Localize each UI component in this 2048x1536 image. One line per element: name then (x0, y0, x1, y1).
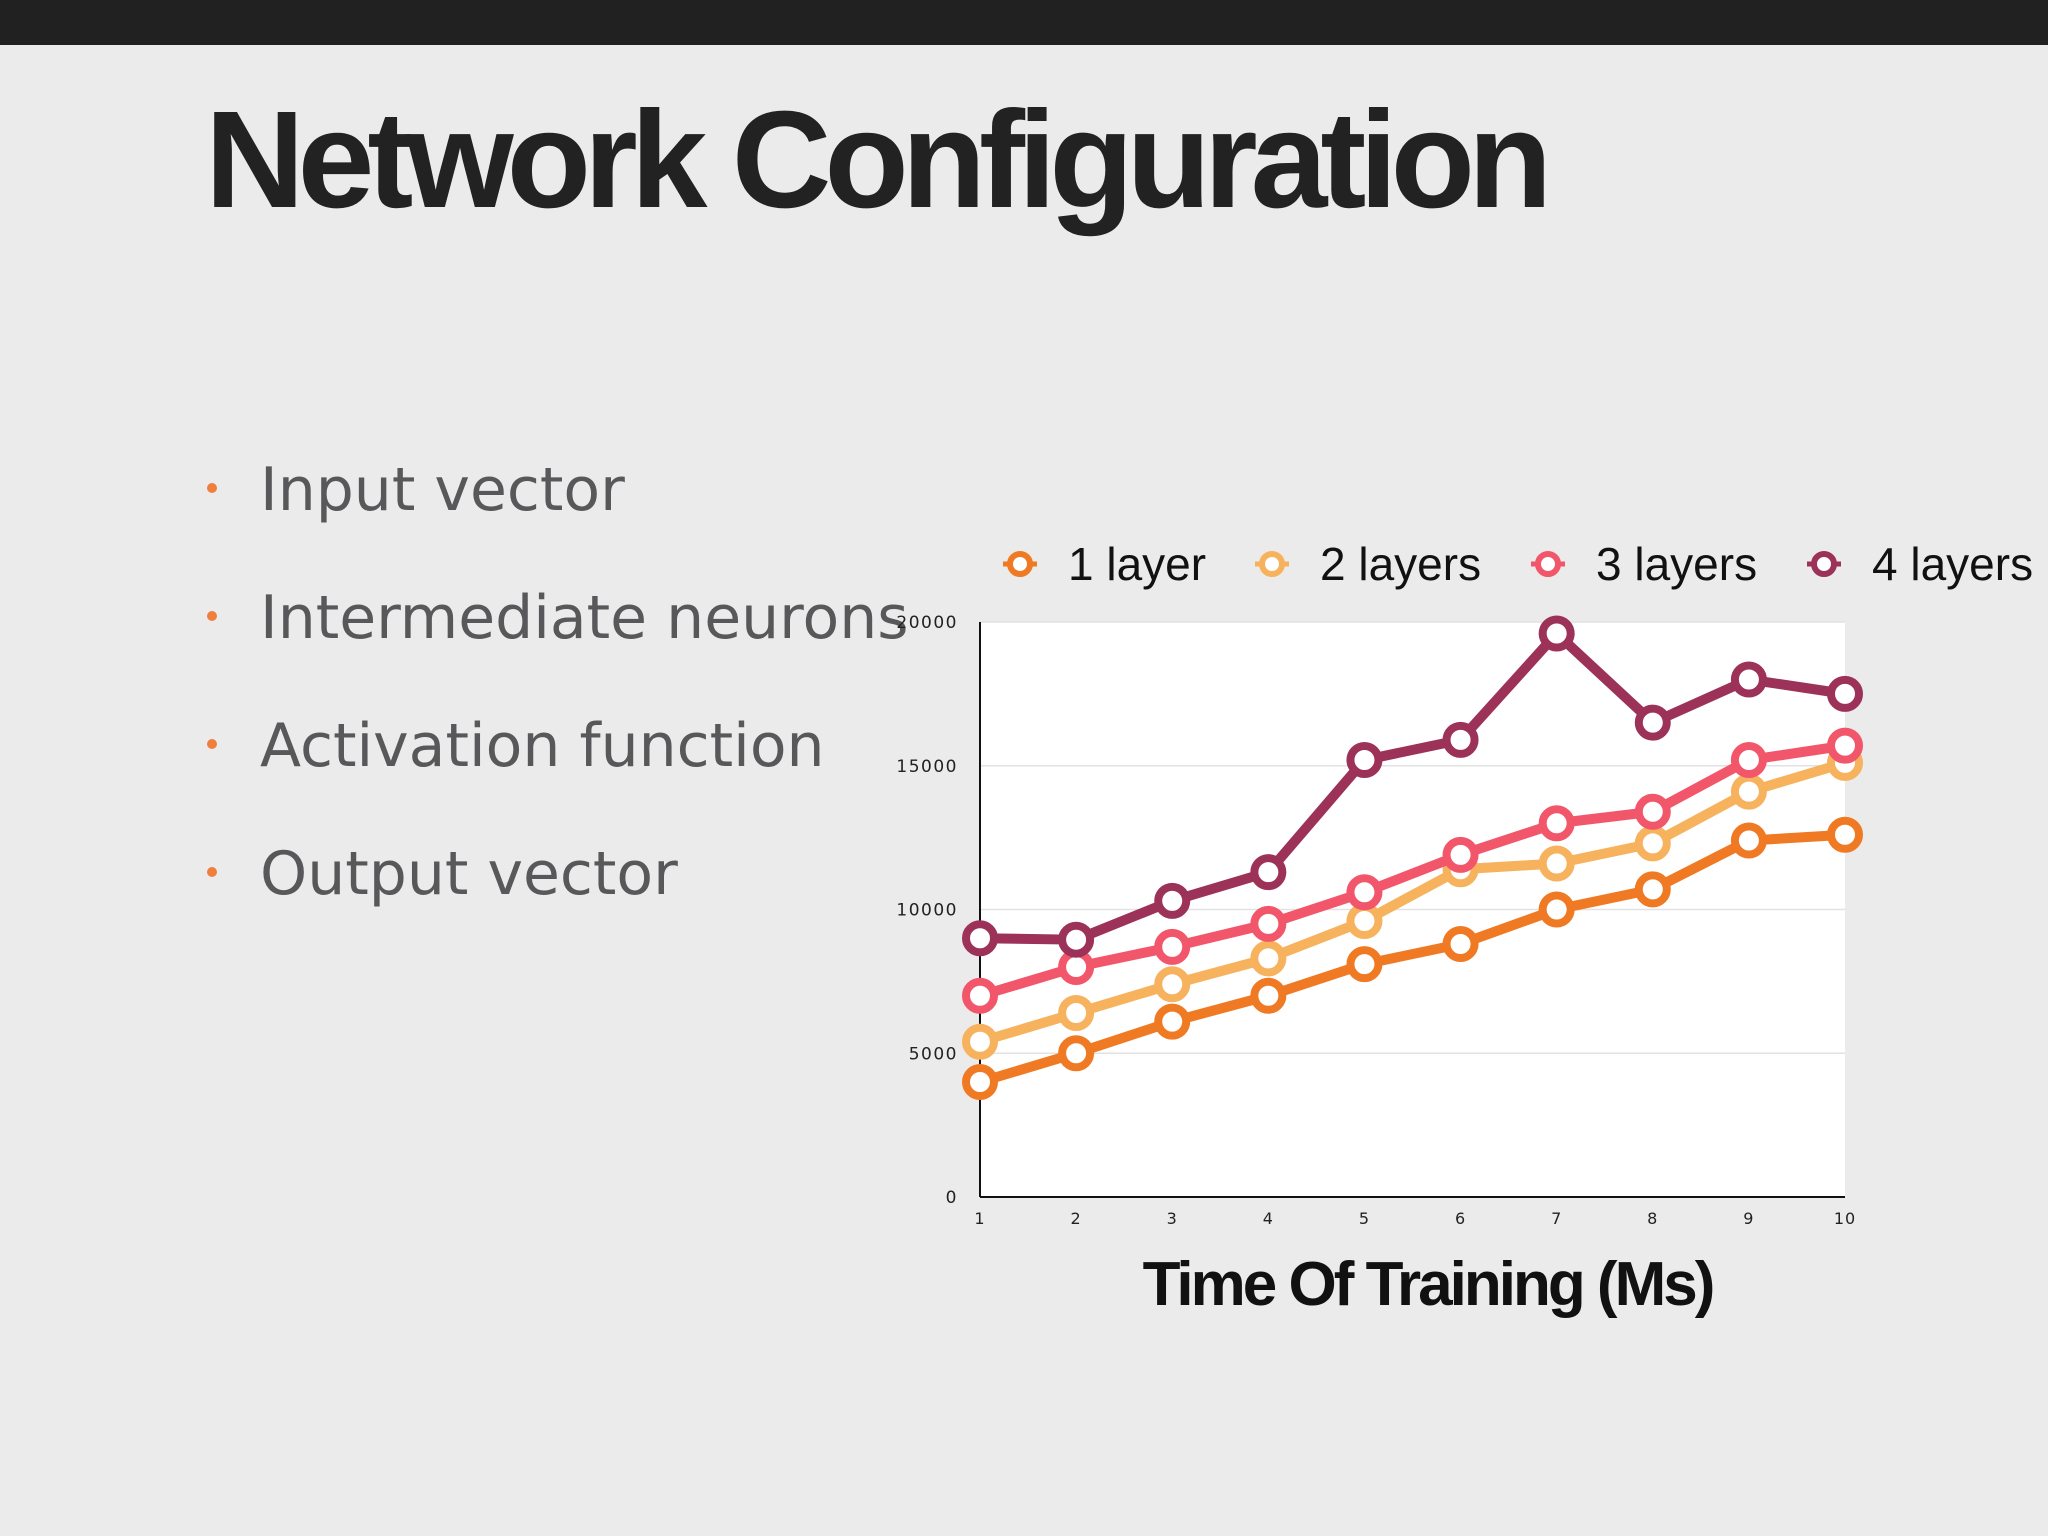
data-point (1250, 977, 1287, 1014)
data-point (1538, 891, 1575, 928)
y-tick-label: 20000 (896, 613, 958, 633)
y-tick-label: 0 (946, 1188, 958, 1208)
x-tick-label: 7 (1551, 1209, 1562, 1228)
data-point (1442, 836, 1479, 873)
data-point (1346, 742, 1383, 778)
slide-title: Network Configuration (205, 83, 1552, 237)
series-line (975, 757, 1850, 1047)
bullet-item: Activation function (200, 696, 909, 824)
series-line (975, 740, 1850, 1001)
x-tick-label: 4 (1263, 1209, 1274, 1228)
data-point (1250, 940, 1287, 977)
bullet-marker-icon (207, 739, 217, 749)
series-line (975, 628, 1850, 945)
data-point (1827, 816, 1863, 853)
x-tick-label: 5 (1359, 1209, 1370, 1228)
data-point (1634, 871, 1671, 908)
data-point (1538, 805, 1575, 842)
x-tick-label: 8 (1647, 1209, 1658, 1228)
data-point (1154, 928, 1191, 965)
bullet-item: Output vector (200, 824, 909, 952)
y-tick-label: 15000 (896, 757, 958, 777)
data-point (1538, 845, 1575, 882)
legend-marker (1811, 551, 1837, 577)
bullet-text: Intermediate neurons (260, 583, 909, 653)
data-point (1634, 793, 1671, 830)
legend-marker (1007, 551, 1033, 577)
legend-label: 3 layers (1596, 538, 1757, 590)
data-point (962, 1023, 998, 1060)
data-point (1442, 721, 1479, 758)
data-point (1442, 926, 1479, 962)
bullet-text: Activation function (260, 711, 825, 781)
x-tick-label: 2 (1071, 1209, 1082, 1228)
data-point (962, 977, 998, 1014)
data-point (1154, 882, 1191, 919)
y-tick-label: 10000 (896, 901, 958, 921)
data-point (1827, 727, 1863, 764)
legend-marker (1535, 551, 1561, 577)
bullet-item: Input vector (200, 440, 909, 568)
x-tick-label: 10 (1834, 1209, 1856, 1228)
data-point (1730, 822, 1767, 859)
legend-marker (1259, 551, 1285, 577)
data-point (1346, 946, 1383, 983)
legend-label: 2 layers (1320, 538, 1481, 590)
bullet-marker-icon (207, 867, 217, 877)
data-point (1346, 874, 1383, 911)
x-tick-label: 6 (1455, 1209, 1466, 1228)
bullet-text: Output vector (260, 839, 678, 909)
data-point (1058, 1035, 1095, 1072)
bullet-item: Intermediate neurons (200, 568, 909, 696)
data-point (1058, 995, 1095, 1031)
data-point (1058, 921, 1095, 958)
bullet-text: Input vector (260, 455, 625, 525)
x-axis-title: Time Of Training (Ms) (1143, 1250, 1713, 1319)
bullet-marker-icon (207, 483, 217, 493)
data-point (1250, 854, 1287, 891)
data-point (1634, 704, 1671, 741)
x-tick-label: 1 (974, 1209, 985, 1228)
data-point (1250, 905, 1287, 942)
data-point (1538, 615, 1575, 652)
series-line (975, 829, 1850, 1087)
data-point (1634, 825, 1671, 862)
data-point (1154, 966, 1191, 1003)
top-bar (0, 0, 2048, 45)
data-point (962, 1064, 998, 1100)
x-tick-label: 3 (1167, 1209, 1178, 1228)
x-tick-label: 9 (1743, 1209, 1754, 1228)
legend-label: 4 layers (1872, 538, 2033, 590)
bullet-list: Input vector Intermediate neurons Activa… (200, 440, 909, 952)
data-point (1346, 903, 1383, 939)
legend-label: 1 layer (1068, 538, 1206, 590)
data-point (1827, 675, 1863, 712)
y-tick-label: 5000 (909, 1044, 958, 1064)
data-point (962, 920, 998, 957)
data-point (1730, 773, 1767, 810)
data-point (1730, 742, 1767, 778)
bullet-marker-icon (207, 611, 217, 621)
data-point (1154, 1003, 1191, 1040)
data-point (1730, 661, 1767, 698)
